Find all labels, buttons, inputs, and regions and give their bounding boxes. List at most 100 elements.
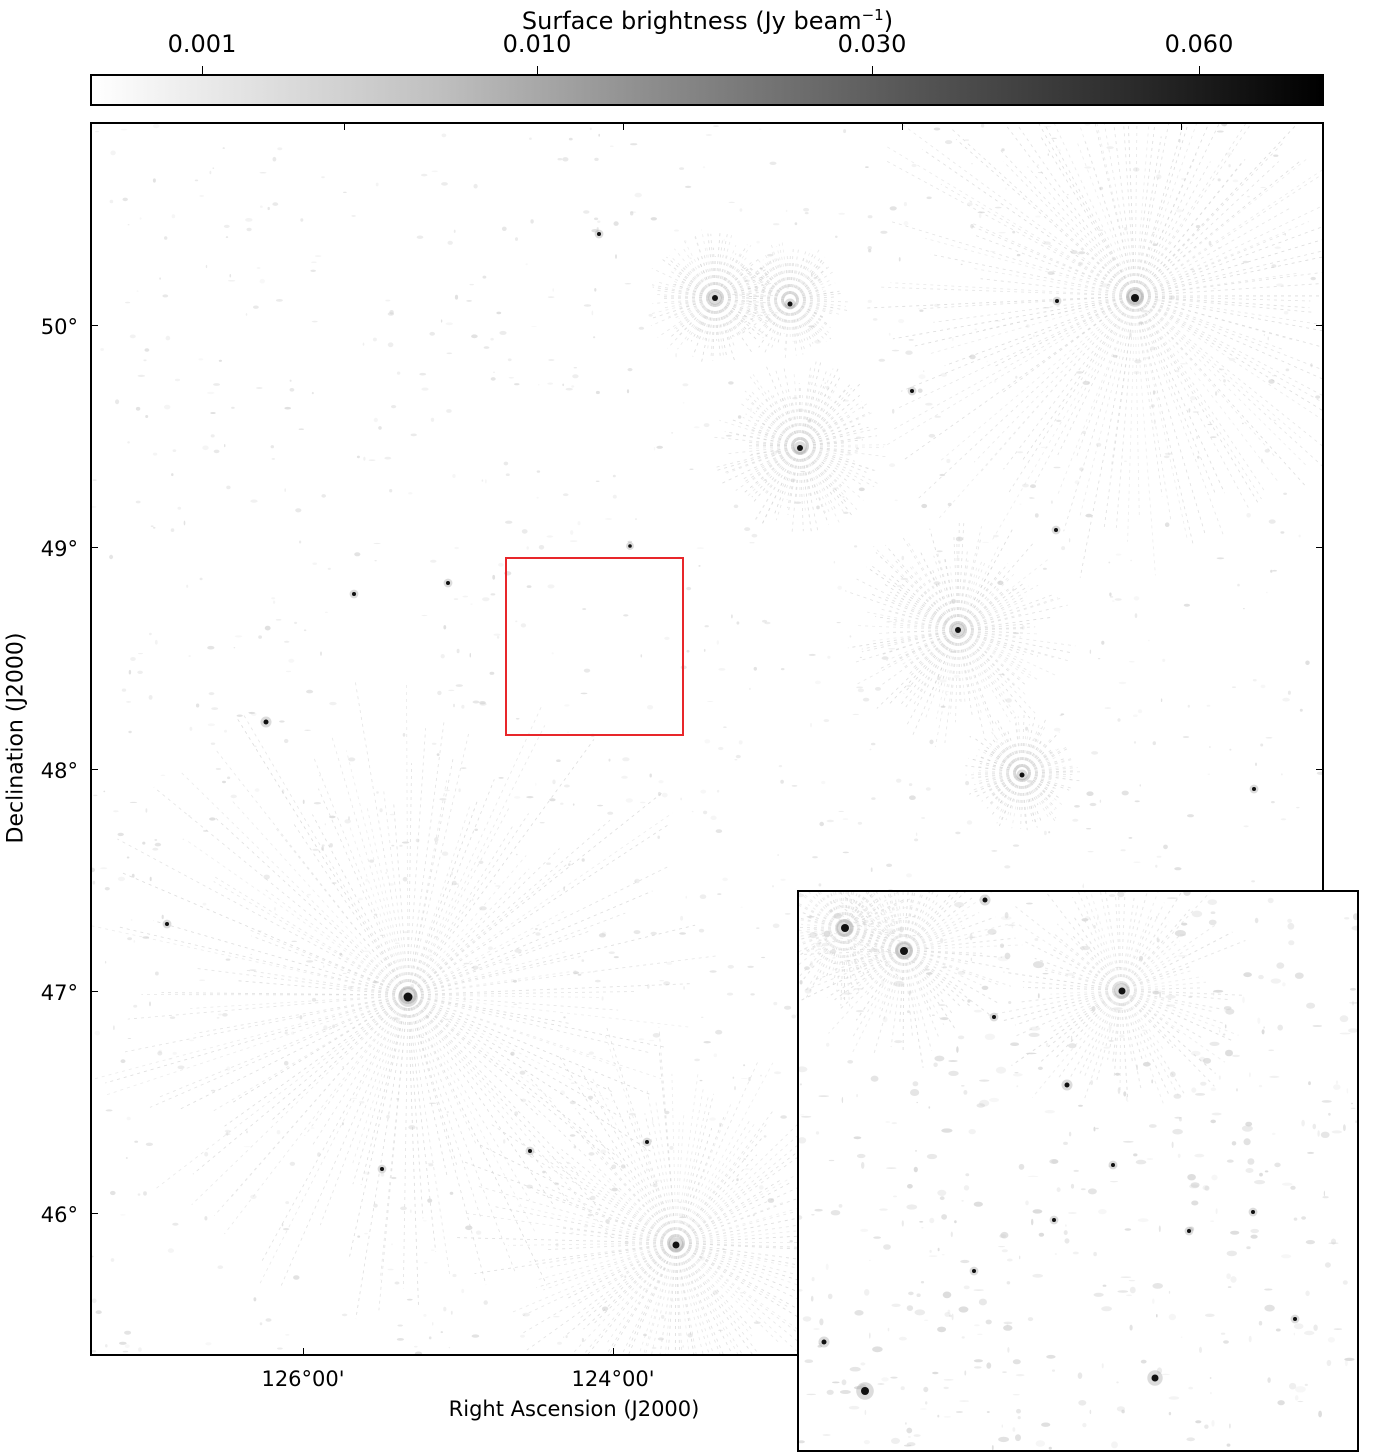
noise-speckle (658, 780, 664, 784)
noise-speckle (1025, 324, 1030, 328)
noise-speckle (889, 206, 897, 211)
sidelobe-ray (757, 420, 796, 444)
sidelobe-ray (959, 635, 985, 737)
sidelobe-ray (742, 416, 795, 444)
noise-speckle (454, 546, 459, 550)
sidelobe-ray (1138, 300, 1307, 488)
noise-speckle (225, 236, 229, 238)
noise-speckle (580, 692, 588, 695)
noise-speckle (324, 823, 326, 826)
sidelobe-ray (864, 295, 1130, 309)
noise-speckle (947, 502, 952, 507)
sidelobe-ray (1122, 915, 1153, 985)
noise-speckle (1034, 938, 1039, 941)
sidelobe-ray (848, 906, 879, 926)
sidelobe-ray (1026, 776, 1054, 801)
noise-speckle (994, 206, 1002, 209)
noise-speckle (657, 791, 661, 797)
sidelobe-ray (149, 997, 403, 1108)
sidelobe-ray (794, 264, 832, 297)
noise-speckle (1082, 884, 1084, 889)
noise-speckle (716, 640, 719, 645)
noise-speckle (853, 988, 864, 990)
sidelobe-ray (855, 954, 902, 1021)
sidelobe-ray (680, 300, 711, 322)
noise-speckle (1246, 1246, 1251, 1250)
sidelobe-ray (716, 303, 736, 350)
sidelobe-ray (885, 145, 1131, 294)
noise-speckle (428, 954, 433, 956)
noise-speckle (259, 1322, 263, 1326)
noise-speckle (635, 518, 637, 520)
sidelobe-ray (413, 996, 649, 1053)
sidelobe-ray (959, 536, 982, 625)
sidelobe-ray (1027, 773, 1054, 780)
noise-speckle (723, 726, 727, 728)
sidelobe-ray (931, 567, 957, 625)
sidelobe-ray (1022, 778, 1034, 822)
sidelobe-ray (1026, 776, 1053, 799)
sidelobe-ray (718, 301, 757, 340)
radio-source (982, 897, 988, 903)
sidelobe-ray (799, 919, 839, 928)
noise-speckle (311, 997, 317, 1002)
noise-speckle (133, 940, 136, 943)
noise-speckle (1294, 1395, 1299, 1401)
noise-speckle (535, 932, 541, 936)
noise-speckle (1178, 1117, 1182, 1122)
sidelobe-ray (409, 1000, 516, 1273)
sidelobe-ray (1057, 301, 1133, 456)
sidelobe-ray (792, 305, 812, 349)
sidelobe-ray (1022, 735, 1027, 768)
noise-speckle (188, 655, 191, 657)
noise-speckle (925, 402, 933, 406)
noise-speckle (1134, 613, 1138, 618)
sidelobe-ray (802, 927, 839, 931)
sidelobe-ray (973, 268, 1130, 296)
noise-speckle (1229, 1423, 1231, 1429)
noise-speckle (149, 632, 152, 636)
sidelobe-ray (656, 289, 710, 298)
noise-speckle (446, 352, 453, 355)
sidelobe-ray (784, 305, 790, 351)
noise-speckle (259, 172, 267, 174)
sidelobe-ray (413, 924, 696, 994)
noise-speckle (1211, 1174, 1218, 1181)
sidelobe-ray (905, 955, 933, 1052)
noise-speckle (199, 979, 206, 981)
noise-speckle (441, 851, 449, 856)
noise-speckle (427, 1162, 434, 1165)
sidelobe-ray (720, 300, 769, 325)
noise-speckle (279, 720, 285, 723)
noise-speckle (894, 1040, 903, 1044)
sidelobe-ray (802, 450, 833, 496)
sidelobe-ray (1123, 902, 1165, 985)
noise-speckle (612, 494, 617, 499)
noise-speckle (421, 173, 428, 177)
noise-speckle (1247, 1158, 1255, 1165)
sidelobe-ray (1112, 995, 1121, 1065)
noise-speckle (1016, 1408, 1021, 1414)
noise-speckle (939, 473, 946, 477)
noise-speckle (1273, 154, 1279, 157)
noise-speckle (750, 993, 755, 996)
noise-speckle (1237, 583, 1240, 587)
noise-speckle (620, 1164, 626, 1169)
noise-speckle (891, 349, 900, 352)
noise-speckle (1195, 1093, 1206, 1096)
noise-speckle (581, 858, 585, 862)
noise-speckle (625, 798, 633, 803)
noise-speckle (284, 488, 286, 492)
sidelobe-ray (791, 305, 802, 330)
sidelobe-ray (849, 914, 895, 927)
noise-speckle (792, 397, 798, 400)
noise-speckle (986, 360, 988, 363)
noise-speckle (860, 1362, 866, 1366)
noise-speckle (422, 1220, 427, 1222)
sidelobe-ray (1125, 940, 1181, 987)
sidelobe-ray (681, 1181, 793, 1241)
sidelobe-ray (1024, 778, 1039, 806)
sidelobe-ray (960, 546, 999, 625)
sidelobe-ray (982, 736, 1018, 770)
sidelobe-ray (551, 1231, 671, 1243)
